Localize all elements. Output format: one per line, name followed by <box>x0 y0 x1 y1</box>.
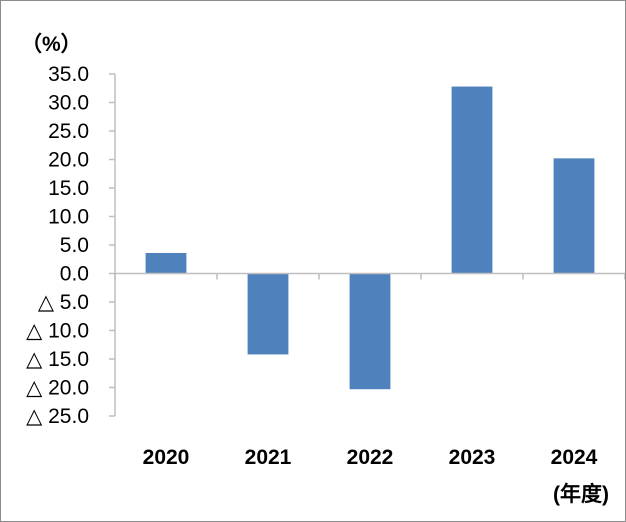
x-tick-label: 2020 <box>143 446 190 469</box>
y-tick-label: 0.0 <box>60 263 89 286</box>
y-tick-label: 15.0 <box>48 177 89 200</box>
bar-2024 <box>553 158 595 274</box>
bar-2022 <box>349 273 391 390</box>
y-tick-label: △ 15.0 <box>26 348 89 371</box>
x-tick-label: 2021 <box>245 446 292 469</box>
y-tick-label: △ 25.0 <box>26 405 89 428</box>
x-unit-label: (年度) <box>553 482 609 506</box>
y-tick-label: 25.0 <box>48 120 89 143</box>
y-axis: 35.0 30.0 25.0 20.0 15.0 10.0 5.0 0.0 △ 5.0 △ 10.… <box>26 63 116 428</box>
x-tick-label: 2023 <box>449 446 496 469</box>
y-tick-label: 10.0 <box>48 206 89 229</box>
y-unit-label: （%） <box>21 32 82 56</box>
bar-2021 <box>247 273 289 355</box>
bar-2023 <box>451 86 493 274</box>
x-axis: 2020 2021 2022 2023 2024 <box>114 272 625 469</box>
x-tick-label: 2022 <box>347 446 394 469</box>
y-tick-label: 35.0 <box>48 63 89 86</box>
y-tick-label: 5.0 <box>60 234 89 257</box>
bars <box>145 86 595 390</box>
y-tick-label: △ 20.0 <box>26 377 89 400</box>
y-tick-label: 30.0 <box>48 92 89 115</box>
y-tick-label: 20.0 <box>48 149 89 172</box>
y-tick-label: △ 10.0 <box>26 320 89 343</box>
bar-2020 <box>145 252 187 274</box>
x-tick-label: 2024 <box>551 446 598 469</box>
y-tick-label: △ 5.0 <box>38 291 89 314</box>
